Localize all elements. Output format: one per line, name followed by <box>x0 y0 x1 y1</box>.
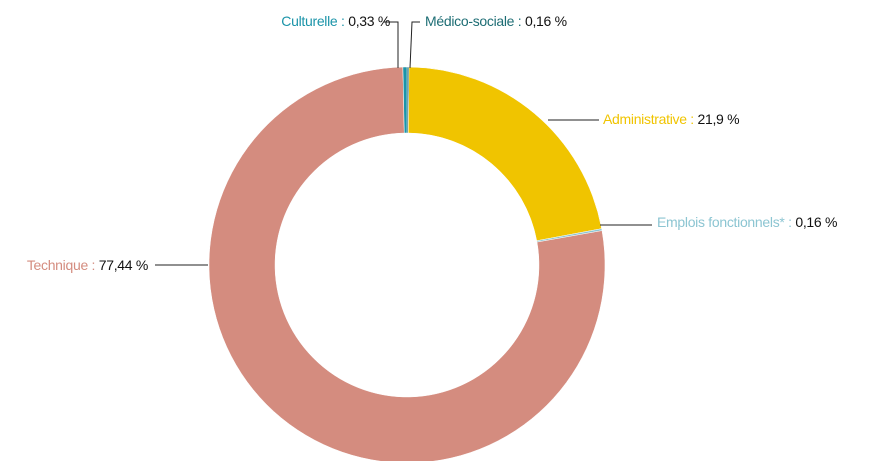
value-label: 0,33 % <box>348 13 390 29</box>
slice-label: Technique : 77,44 % <box>27 257 148 273</box>
value-label: 21,9 % <box>698 111 740 127</box>
category-name: Administrative : <box>603 111 694 127</box>
value-label: 0,16 % <box>795 214 837 230</box>
donut-segment <box>402 66 408 134</box>
slice-label: Culturelle : 0,33 % <box>281 13 390 29</box>
leader-line <box>384 21 399 68</box>
value-label: 77,44 % <box>99 257 148 273</box>
slice-label: Médico-sociale : 0,16 % <box>425 13 567 29</box>
slice-label: Administrative : 21,9 % <box>603 111 739 127</box>
category-name: Technique : <box>27 257 95 273</box>
leader-line <box>409 21 420 69</box>
category-name: Emplois fonctionnels* : <box>657 214 792 230</box>
value-label: 0,16 % <box>525 13 567 29</box>
donut-segment <box>208 66 606 461</box>
category-name: Médico-sociale : <box>425 13 521 29</box>
donut-segment <box>408 66 602 242</box>
slice-label: Emplois fonctionnels* : 0,16 % <box>657 214 837 230</box>
category-name: Culturelle : <box>281 13 344 29</box>
